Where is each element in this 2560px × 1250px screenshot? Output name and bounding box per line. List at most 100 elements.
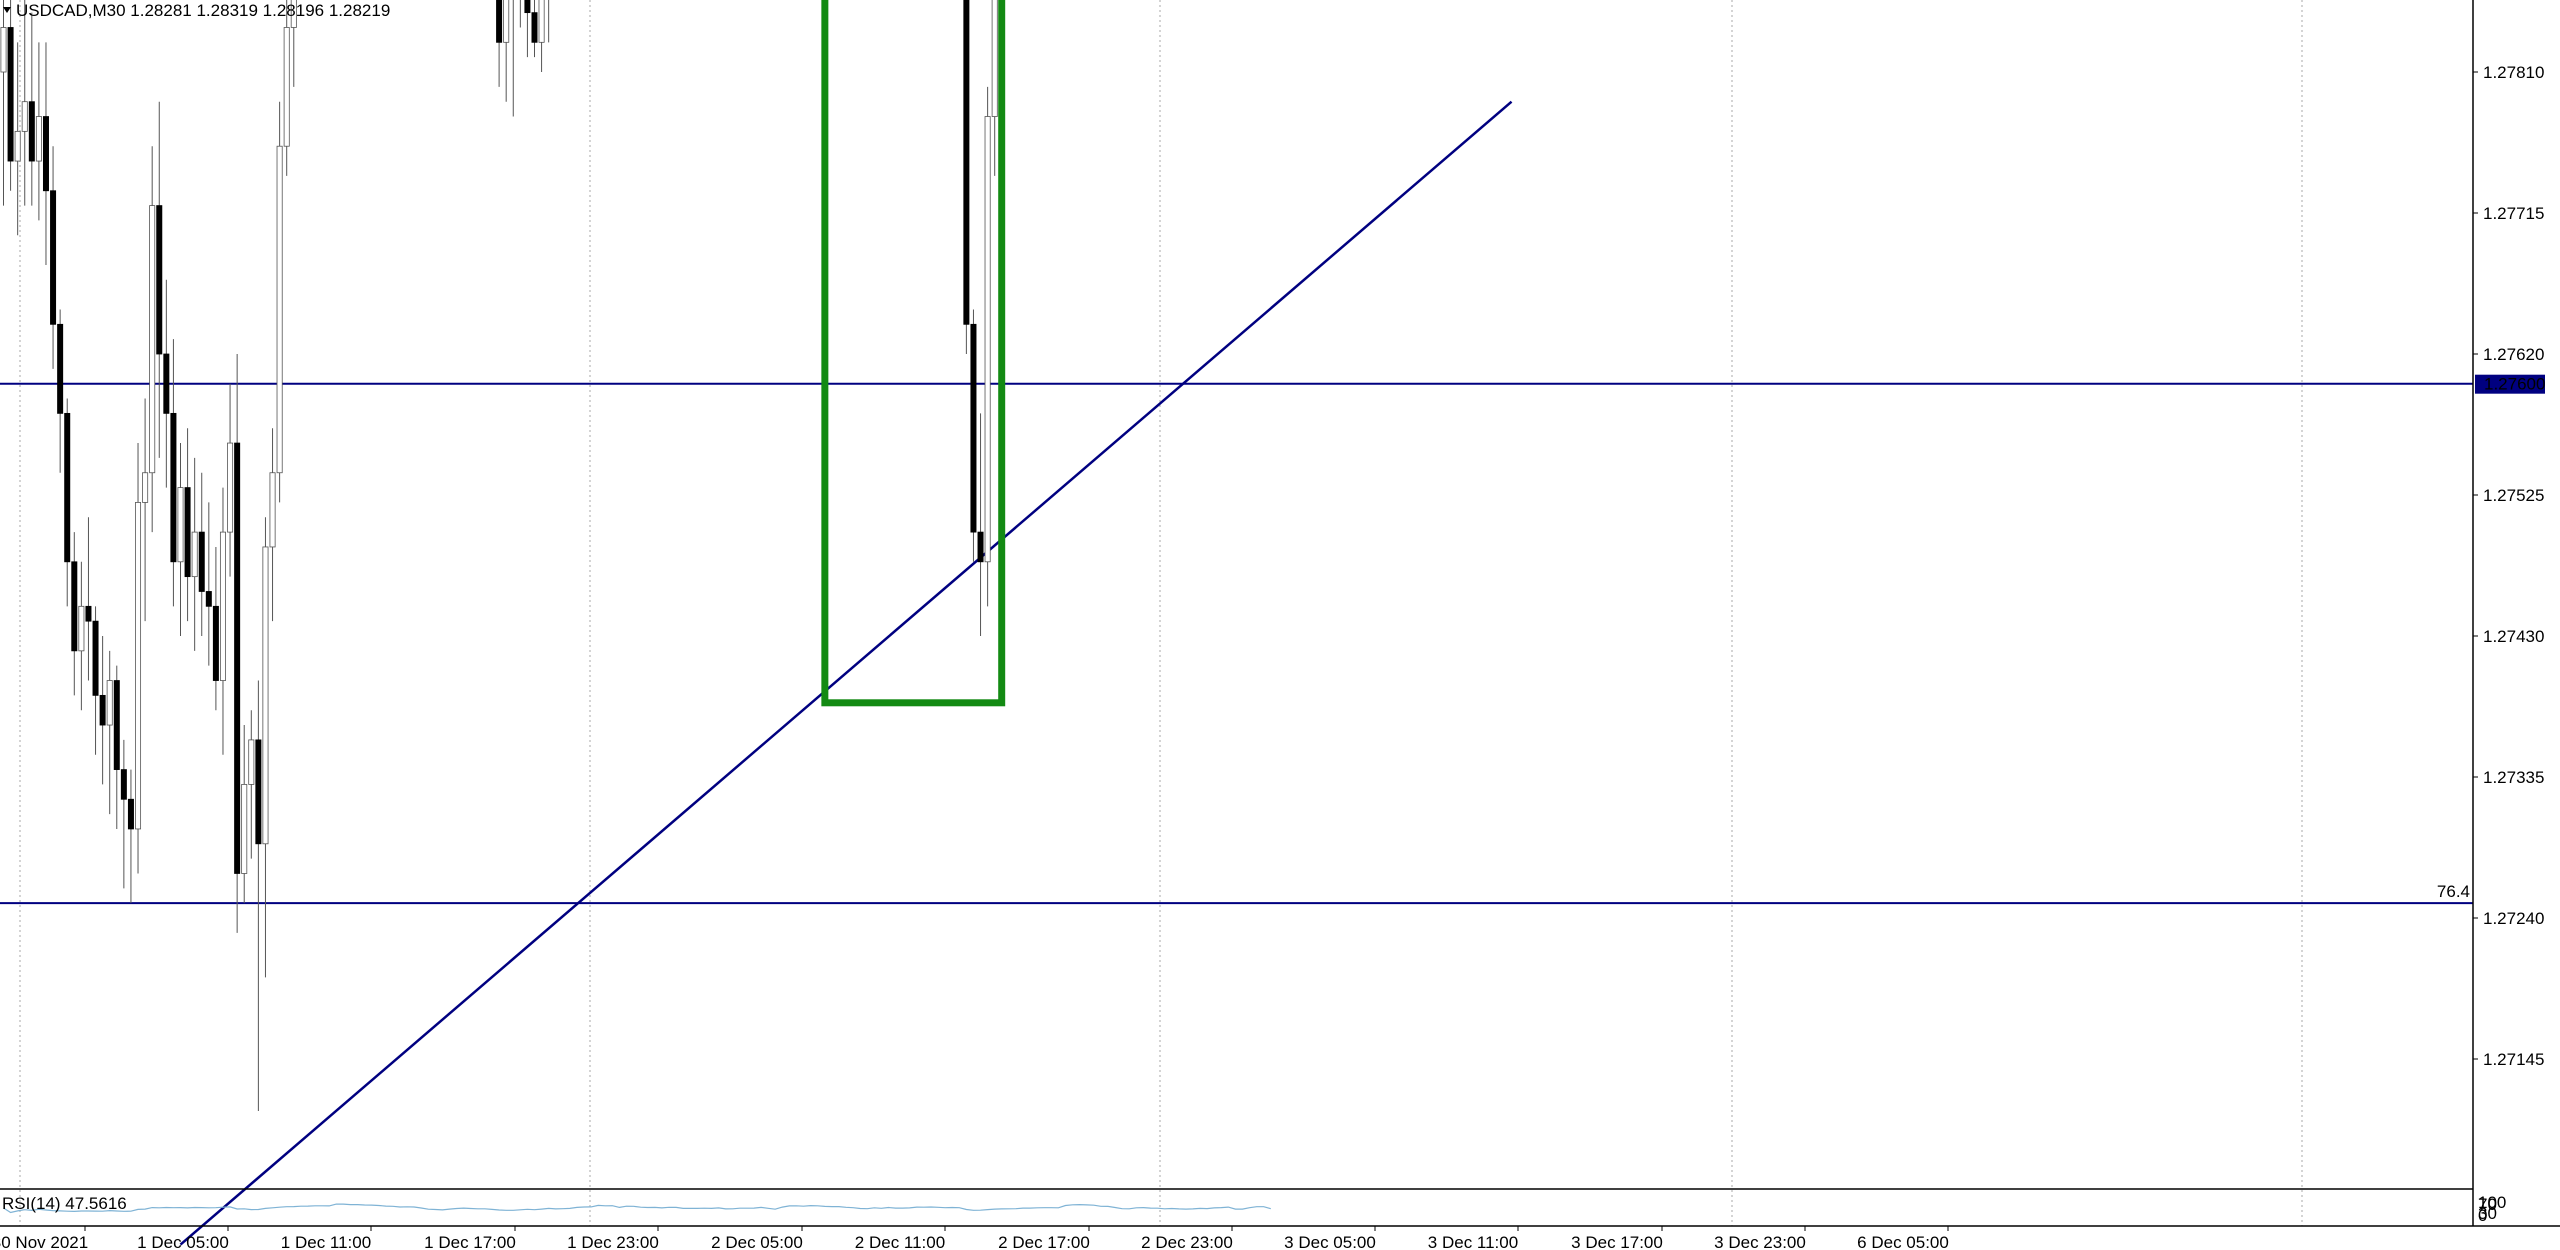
vertical-grid [19, 0, 2303, 1226]
bear-candle-body [170, 412, 177, 563]
candle [503, 0, 510, 102]
candle [512, 0, 514, 117]
candle [92, 606, 99, 755]
time-tick-label: 3 Dec 11:00 [1428, 1233, 1518, 1250]
time-tick-label: 1 Dec 05:00 [137, 1233, 229, 1250]
bull-candle-body [78, 605, 85, 652]
bull-candle-body [142, 472, 149, 503]
candle [262, 517, 269, 978]
candle [113, 665, 120, 829]
bull-candle-body [276, 145, 283, 474]
trendlines[interactable] [4, 0, 1513, 1246]
highlight-rectangle[interactable] [821, 0, 1006, 707]
bull-candle-body [219, 531, 226, 681]
bull-candle-body [227, 442, 234, 533]
candle [156, 101, 163, 458]
price-tick-label: 1.27715 [2483, 204, 2544, 223]
time-axis: 30 Nov 2021 1 Dec 05:00 1 Dec 11:00 1 Dec 1… [0, 1226, 1949, 1250]
candle [269, 428, 276, 622]
candle [970, 309, 977, 562]
candle [14, 42, 21, 236]
candle [184, 428, 191, 622]
candle [42, 42, 49, 265]
candle [283, 0, 290, 176]
time-tick-label: 2 Dec 23:00 [1141, 1233, 1233, 1250]
rsi-scale-low: 30 [2478, 1204, 2497, 1223]
candle [71, 532, 78, 696]
bear-candle-body [496, 0, 503, 43]
candle [170, 339, 177, 607]
rsi-scale-mid: 70 [2478, 1195, 2497, 1214]
bear-candle-body [120, 769, 127, 800]
candle [276, 101, 283, 503]
price-tick-label: 1.27335 [2483, 768, 2544, 787]
triangle-down-icon[interactable] [3, 7, 11, 13]
time-tick-label: 3 Dec 05:00 [1284, 1233, 1376, 1250]
horizontal-levels[interactable]: 76.4 [0, 0, 2473, 905]
candle [984, 86, 991, 607]
bear-candle-body [92, 620, 99, 696]
bull-candle-body [248, 739, 255, 785]
candle [99, 636, 106, 785]
candles [0, 0, 1003, 1111]
bear-candle-body [234, 442, 241, 874]
candle [212, 546, 219, 711]
candle [106, 650, 113, 815]
candle [21, 0, 28, 206]
candle [135, 443, 142, 874]
highlight-box[interactable] [821, 0, 1006, 707]
candle [538, 0, 545, 73]
rsi-line [3, 1203, 1271, 1214]
bull-candle-body [177, 487, 184, 563]
candle [35, 42, 42, 221]
bear-candle-body [963, 0, 970, 325]
candle [78, 561, 85, 711]
bull-candle-body [14, 130, 21, 162]
bull-candle-body [503, 0, 510, 43]
candle [0, 0, 7, 206]
bull-candle-body [984, 116, 991, 563]
candle [149, 146, 156, 533]
trendline[interactable] [179, 100, 1513, 1246]
bear-candle-body [970, 323, 977, 533]
candle [7, 0, 14, 191]
bull-candle-body [269, 472, 276, 548]
candle [991, 0, 998, 176]
bear-candle-body [184, 487, 191, 578]
candle [163, 279, 170, 488]
candle [519, 0, 521, 28]
time-tick-label: 2 Dec 17:00 [998, 1233, 1090, 1250]
bear-candle-body [42, 116, 49, 192]
bull-candle-body [290, 0, 297, 28]
support-price-tag: 1.27600 [2484, 375, 2545, 394]
bull-candle-body [241, 784, 248, 874]
time-tick-label: 2 Dec 05:00 [711, 1233, 803, 1250]
candle [227, 383, 234, 577]
rsi-scale-top: 100 [2478, 1193, 2506, 1212]
bear-candle-body [57, 323, 64, 414]
rsi-label: RSI(14) 47.5616 [2, 1194, 127, 1213]
candle [248, 710, 255, 859]
bull-candle-body [149, 205, 156, 474]
candle [120, 739, 127, 889]
time-tick-label: 1 Dec 23:00 [567, 1233, 659, 1250]
candle [290, 0, 297, 87]
time-tick-label: 1 Dec 17:00 [424, 1233, 516, 1250]
bear-candle-body [28, 101, 35, 162]
candle [531, 0, 538, 58]
bull-candle-body [135, 502, 142, 830]
price-tick-label: 1.27810 [2483, 63, 2544, 82]
bear-candle-body [255, 739, 262, 845]
price-tick-label: 1.27430 [2483, 627, 2544, 646]
bear-candle-body [977, 531, 984, 563]
bear-candle-body [198, 531, 205, 592]
candle [127, 769, 134, 904]
price-tags: 1.282401.282191.282001.27600 [2475, 374, 2545, 394]
candle [205, 502, 212, 666]
bear-candle-body [163, 353, 170, 414]
bear-candle-body [7, 27, 14, 162]
candle [64, 398, 71, 607]
bull-candle-body [0, 27, 7, 73]
